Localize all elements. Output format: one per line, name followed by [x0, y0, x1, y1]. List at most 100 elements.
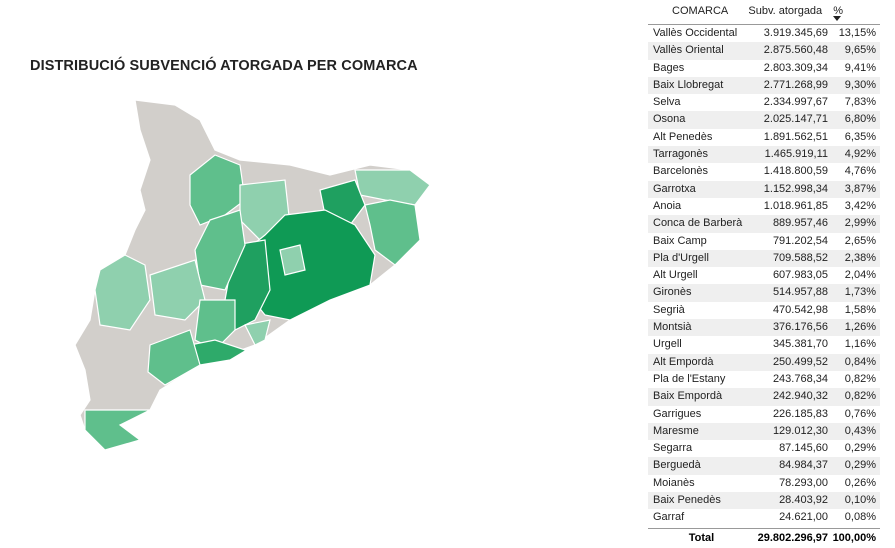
map [74, 99, 431, 451]
percent-cell: 0,29% [844, 459, 876, 472]
percent-cell: 0,29% [844, 442, 876, 455]
comarca-cell: Pla d'Urgell [653, 251, 709, 264]
percent-cell: 2,04% [844, 269, 876, 282]
page-title: DISTRIBUCIÓ SUBVENCIÓ ATORGADA PER COMAR… [30, 58, 418, 74]
percent-cell: 0,08% [844, 511, 876, 524]
percent-cell: 0,76% [844, 407, 876, 420]
table-row: Gironès 514.957,88 1,73% [648, 284, 880, 302]
table-row: Bages 2.803.309,34 9,41% [648, 60, 880, 77]
percent-cell: 0,82% [844, 372, 876, 385]
comarca-cell: Baix Penedès [653, 494, 721, 507]
subvention-cell: 345.381,70 [772, 338, 828, 351]
table-row: Montsià 376.176,56 1,26% [648, 319, 880, 337]
percent-cell: 4,92% [844, 148, 876, 161]
comarca-cell: Segrià [653, 303, 685, 316]
table-row: Alt Empordà 250.499,52 0,84% [648, 353, 880, 371]
comarca-cell: Selva [653, 96, 681, 109]
subvention-cell: 226.185,83 [772, 407, 828, 420]
comarca-cell: Moianès [653, 476, 695, 489]
subvention-cell: 243.768,34 [772, 372, 828, 385]
percent-cell: 7,83% [844, 96, 876, 109]
total-percent: 100,00% [832, 532, 876, 544]
subvention-cell: 376.176,56 [772, 321, 828, 334]
table-row: Maresme 129.012,30 0,43% [648, 422, 880, 441]
table-row: Baix Empordà 242.940,32 0,82% [648, 388, 880, 406]
comarca-cell: Garrigues [653, 407, 702, 420]
percent-cell: 9,30% [844, 78, 876, 91]
subvention-cell: 2.025.147,71 [763, 113, 828, 126]
subvention-cell: 1.891.562,51 [763, 130, 828, 143]
comarca-cell: Barcelonès [653, 165, 709, 178]
percent-cell: 6,80% [844, 113, 876, 126]
table-row: Urgell 345.381,70 1,16% [648, 336, 880, 353]
comarca-cell: Vallès Occidental [653, 27, 738, 39]
table-header: COMARCA Subv. atorgada % [648, 0, 880, 25]
percent-cell: 2,38% [844, 251, 876, 264]
column-header[interactable]: % [827, 0, 880, 24]
percent-cell: 4,76% [844, 165, 876, 178]
column-header-text: % [833, 5, 843, 17]
percent-cell: 0,26% [844, 476, 876, 489]
table-row: Osona 2.025.147,71 6,80% [648, 111, 880, 129]
percent-cell: 2,65% [844, 234, 876, 247]
total-value: 29.802.296,97 [757, 532, 828, 544]
subvention-cell: 791.202,54 [772, 234, 828, 247]
percent-cell: 1,16% [844, 338, 876, 351]
table-row: Barcelonès 1.418.800,59 4,76% [648, 163, 880, 180]
subvention-cell: 28.403,92 [779, 494, 828, 507]
comarca-cell: Alt Penedès [653, 130, 713, 143]
subvention-cell: 889.957,46 [772, 217, 828, 230]
table-row: Alt Urgell 607.983,05 2,04% [648, 267, 880, 284]
comarca-cell: Segarra [653, 442, 693, 455]
percent-cell: 1,73% [844, 286, 876, 299]
subvention-cell: 2.803.309,34 [763, 61, 828, 74]
table-row: Pla d'Urgell 709.588,52 2,38% [648, 249, 880, 268]
percent-cell: 3,42% [844, 199, 876, 212]
subvention-cell: 1.465.919,11 [764, 148, 828, 161]
table-row: Alt Penedès 1.891.562,51 6,35% [648, 129, 880, 146]
subvention-cell: 607.983,05 [772, 269, 828, 282]
comarca-cell: Berguedà [653, 459, 701, 472]
table-row: Conca de Barberà 889.957,46 2,99% [648, 215, 880, 233]
subvention-cell: 78.293,00 [779, 476, 828, 489]
map-regions [74, 99, 431, 451]
comarca-cell: Pla de l'Estany [653, 372, 726, 385]
comarca-cell: Anoia [653, 199, 682, 212]
percent-cell: 0,10% [844, 494, 876, 507]
comarca-cell: Conca de Barberà [653, 217, 743, 230]
percent-cell: 9,41% [844, 61, 876, 74]
comarca-cell: Alt Empordà [653, 355, 714, 368]
comarca-cell: Garraf [653, 511, 685, 524]
column-header[interactable]: COMARCA [672, 5, 729, 17]
comarca-cell: Montsià [653, 321, 692, 334]
table-row: Baix Llobregat 2.771.268,99 9,30% [648, 76, 880, 95]
subvention-cell: 3.919.345,69 [763, 27, 828, 39]
table-row: Segarra 87.145,60 0,29% [648, 440, 880, 457]
table-row: Garraf 24.621,00 0,08% [648, 509, 880, 526]
subvention-cell: 87.145,60 [779, 442, 828, 455]
subvention-cell: 24.621,00 [779, 511, 828, 524]
percent-cell: 9,65% [844, 44, 876, 57]
percent-cell: 1,26% [844, 321, 876, 334]
column-header[interactable]: Subv. atorgada [748, 5, 823, 17]
comarca-cell: Bages [653, 61, 685, 74]
percent-cell: 2,99% [844, 217, 876, 230]
table-row: Baix Camp 791.202,54 2,65% [648, 233, 880, 250]
percent-cell: 13,15% [838, 27, 876, 39]
table-row: Moianès 78.293,00 0,26% [648, 475, 880, 492]
comarca-cell: Baix Camp [653, 234, 707, 247]
table-row: Berguedà 84.984,37 0,29% [648, 457, 880, 475]
comarca-cell: Tarragonès [653, 148, 709, 161]
percent-cell: 0,82% [844, 390, 876, 403]
subvention-cell: 470.542,98 [772, 303, 828, 316]
comarca-cell: Vallès Oriental [653, 44, 724, 57]
table-row: Anoia 1.018.961,85 3,42% [648, 198, 880, 215]
table-row: Garrigues 226.185,83 0,76% [648, 406, 880, 423]
subvention-cell: 514.957,88 [772, 286, 828, 299]
table-row: Garrotxa 1.152.998,34 3,87% [648, 180, 880, 198]
table-row: Tarragonès 1.465.919,11 4,92% [648, 146, 880, 164]
percent-cell: 0,43% [844, 424, 876, 437]
table-row: Segrià 470.542,98 1,58% [648, 302, 880, 319]
total-label: Total [688, 532, 715, 544]
